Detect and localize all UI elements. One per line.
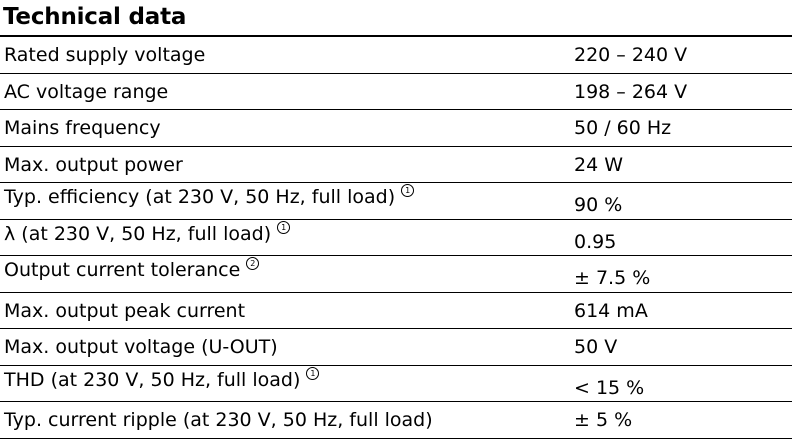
spec-label: Max. output voltage (U-OUT) — [4, 336, 278, 358]
spec-row: Rated supply voltage 220 – 240 V — [0, 37, 792, 74]
spec-row: Max. output peak current 614 mA — [0, 293, 792, 329]
spec-row: THD (at 230 V, 50 Hz, full load) 1 < 15 % — [0, 366, 792, 402]
footnote-marker: 1 — [277, 220, 291, 234]
spec-label: Typ. current ripple (at 230 V, 50 Hz, fu… — [4, 409, 433, 431]
section-title: Technical data — [3, 4, 187, 30]
spec-row: Typ. current ripple (at 230 V, 50 Hz, fu… — [0, 402, 792, 439]
spec-row: AC voltage range 198 – 264 V — [0, 74, 792, 110]
spec-label: THD (at 230 V, 50 Hz, full load) 1 — [4, 366, 320, 391]
spec-label: λ (at 230 V, 50 Hz, full load) 1 — [4, 220, 291, 245]
spec-table: Rated supply voltage 220 – 240 V AC volt… — [0, 37, 792, 439]
spec-value: 0.95 — [574, 230, 617, 253]
spec-label: Max. output peak current — [4, 299, 246, 322]
spec-value: 614 mA — [574, 299, 648, 322]
spec-label: AC voltage range — [4, 80, 169, 103]
spec-label: Rated supply voltage — [4, 44, 206, 66]
spec-row: Typ. efficiency (at 230 V, 50 Hz, full l… — [0, 183, 792, 220]
spec-value: 50 V — [574, 336, 618, 358]
spec-value: ± 5 % — [574, 409, 633, 431]
spec-row: Output current tolerance 2 ± 7.5 % — [0, 256, 792, 293]
spec-value: 198 – 264 V — [574, 80, 688, 103]
spec-value: 220 – 240 V — [574, 44, 688, 66]
spec-row: Max. output voltage (U-OUT) 50 V — [0, 329, 792, 366]
spec-label: Max. output power — [4, 153, 183, 176]
spec-value: < 15 % — [574, 376, 645, 399]
footnote-marker: 2 — [246, 257, 260, 270]
spec-label: Typ. efficiency (at 230 V, 50 Hz, full l… — [4, 184, 415, 208]
spec-label: Output current tolerance 2 — [4, 257, 260, 281]
spec-row: Mains frequency 50 / 60 Hz — [0, 110, 792, 147]
title-divider — [0, 35, 792, 37]
spec-value: 24 W — [574, 153, 624, 176]
spec-row: λ (at 230 V, 50 Hz, full load) 1 0.95 — [0, 220, 792, 256]
spec-value: 90 % — [574, 194, 623, 216]
footnote-marker: 1 — [306, 366, 320, 380]
footnote-marker: 1 — [401, 184, 415, 197]
spec-row: Max. output power 24 W — [0, 147, 792, 183]
spec-value: 50 / 60 Hz — [574, 117, 672, 139]
spec-label: Mains frequency — [4, 117, 161, 139]
spec-value: ± 7.5 % — [574, 267, 651, 289]
